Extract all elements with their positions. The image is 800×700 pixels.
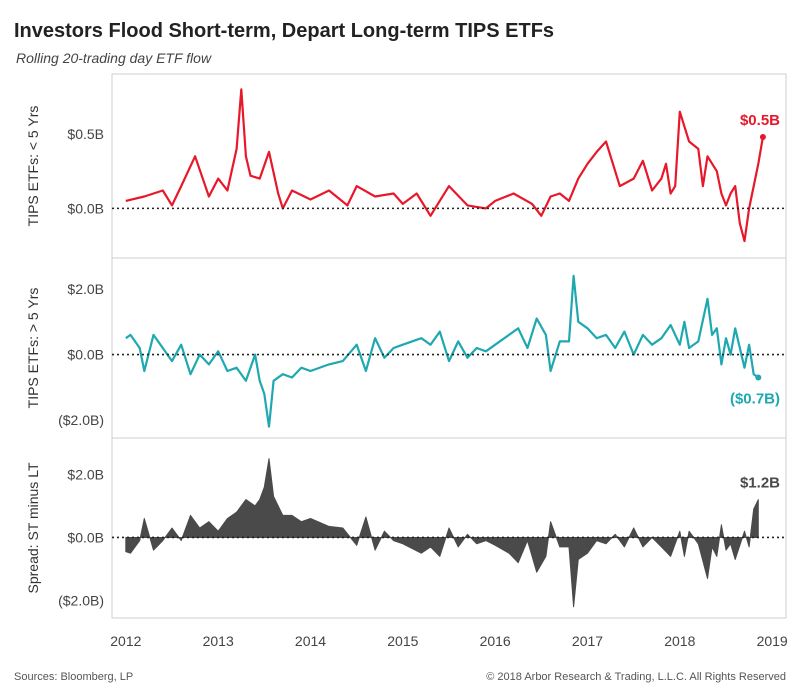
x-tick-label: 2017: [572, 633, 603, 649]
panel-1-last-point: [759, 134, 766, 141]
x-tick-label: 2014: [295, 633, 326, 649]
x-tick-label: 2016: [480, 633, 511, 649]
panel-3-last-value-label: $1.2B: [740, 475, 780, 492]
panel-2-y-axis-label: TIPS ETFs: > 5 Yrs: [25, 288, 41, 409]
panel-1-last-value-label: $0.5B: [740, 112, 780, 129]
panel-2-y-tick-label: ($2.0B): [58, 412, 104, 428]
panel-1-y-axis-label: TIPS ETFs: < 5 Yrs: [25, 106, 41, 227]
panel-3-series-area: [125, 458, 759, 608]
panel-3-y-tick-label: $2.0B: [67, 466, 104, 482]
panel-1-series-line: [125, 88, 764, 243]
copyright-note: © 2018 Arbor Research & Trading, L.L.C. …: [486, 671, 786, 683]
panel-2-y-tick-label: $2.0B: [67, 281, 104, 297]
panel-1-y-tick-label: $0.0B: [67, 200, 104, 216]
chart-subtitle: Rolling 20-trading day ETF flow: [16, 50, 212, 66]
panel-3-y-tick-label: $0.0B: [67, 529, 104, 545]
panel-2-frame: [111, 257, 787, 439]
x-tick-label: 2015: [387, 633, 418, 649]
panel-2-last-value-label: ($0.7B): [730, 391, 780, 408]
source-note: Sources: Bloomberg, LP: [14, 671, 134, 683]
panel-3-y-axis-label: Spread: ST minus LT: [25, 462, 41, 593]
panel-3-frame: [111, 437, 787, 619]
panel-3-y-tick-label: ($2.0B): [58, 593, 104, 609]
panel-2-last-point: [755, 374, 762, 381]
panel-2-y-tick-label: $0.0B: [67, 347, 104, 363]
x-tick-label: 2012: [110, 633, 141, 649]
panel-2-series-line: [125, 274, 759, 428]
x-tick-label: 2013: [203, 633, 234, 649]
panel-1-y-tick-label: $0.5B: [67, 126, 104, 142]
chart-title: Investors Flood Short-term, Depart Long-…: [14, 20, 555, 42]
x-tick-label: 2018: [664, 633, 695, 649]
x-tick-label: 2019: [757, 633, 788, 649]
panel-1-frame: [111, 73, 787, 259]
